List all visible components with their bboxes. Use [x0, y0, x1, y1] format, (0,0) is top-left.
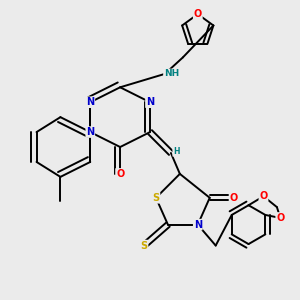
Text: O: O [194, 9, 202, 19]
Text: N: N [86, 97, 94, 107]
Text: O: O [116, 169, 124, 179]
Text: NH: NH [164, 69, 179, 78]
Text: S: S [152, 193, 160, 203]
Text: O: O [259, 191, 268, 201]
Text: H: H [173, 147, 179, 156]
Text: O: O [230, 193, 238, 203]
Text: O: O [276, 213, 284, 223]
Text: N: N [86, 127, 94, 137]
Text: S: S [140, 241, 148, 250]
Text: N: N [194, 220, 202, 230]
Text: N: N [146, 97, 154, 107]
